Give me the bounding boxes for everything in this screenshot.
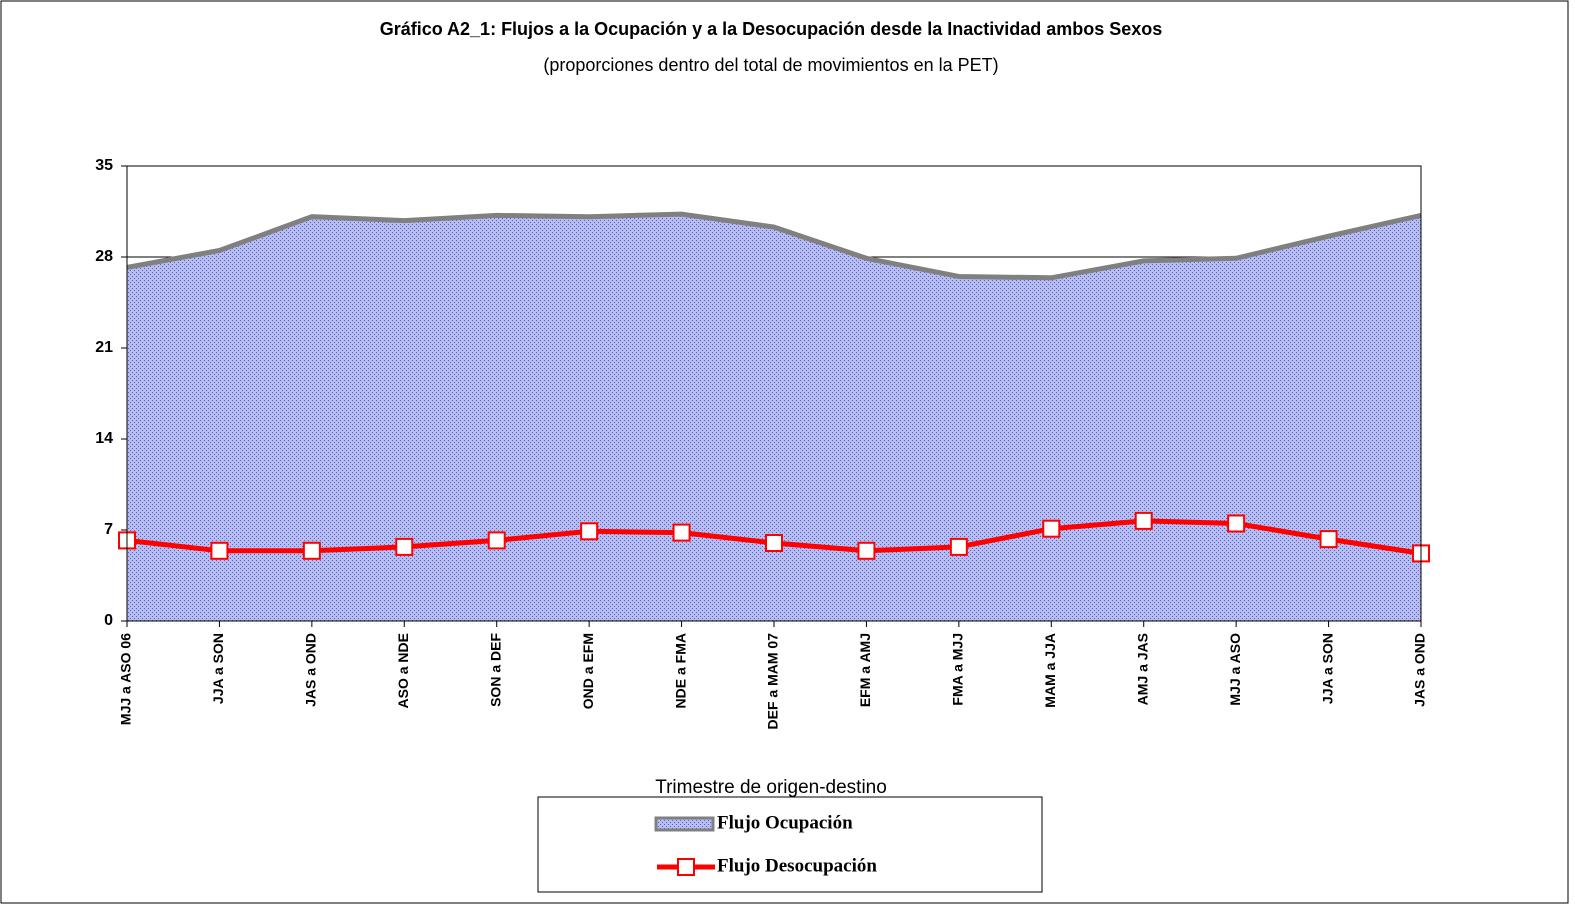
x-axis-title: Trimestre de origen-destino [655,777,887,798]
marker [857,541,876,560]
marker [302,541,321,560]
chart-title: Gráfico A2_1: Flujos a la Ocupación y a … [380,19,1163,39]
x-tick-label: OND a EFM [580,633,596,709]
x-tick-label: ASO a NDE [395,633,411,708]
marker [1227,514,1246,533]
x-tick-label: JAS a OND [303,633,319,707]
area [127,214,1421,621]
y-tick-label: 7 [104,521,113,538]
marker [672,523,691,542]
marker [395,537,414,556]
x-tick-label: FMA a MJJ [950,633,966,706]
x-tick-label: JJA a SON [1319,633,1335,704]
x-tick-label: JJA a SON [210,633,226,704]
legend-marker [677,858,695,876]
y-tick-label: 28 [95,248,113,265]
x-tick-label: EFM a AMJ [857,633,873,707]
legend-swatch [654,816,715,832]
x-tick-label: SON a DEF [487,633,503,707]
x-tick-label: DEF a MAM 07 [765,633,781,730]
marker [1319,530,1338,549]
x-tick-label: MJJ a ASO [1227,633,1243,706]
x-tick-label: MJJ a ASO 06 [118,633,134,725]
marker [1134,511,1153,530]
marker [210,541,229,560]
x-tick-label: AMJ a JAS [1134,633,1150,705]
legend-label: Flujo Desocupación [717,855,877,876]
y-tick-label: 21 [95,339,113,356]
marker [765,534,783,552]
y-tick-label: 0 [104,612,113,629]
area-outline [126,211,1422,281]
x-tick-label: MAM a JJA [1042,633,1058,708]
x-tick-label: JAS a OND [1412,633,1428,707]
y-tick-label: 35 [95,157,113,174]
marker [580,522,599,541]
y-tick-label: 14 [95,430,113,447]
marker [487,531,506,550]
marker [949,537,968,556]
x-tick-label: NDE a FMA [672,633,688,708]
marker [1042,519,1061,538]
legend-label: Flujo Ocupación [717,812,853,833]
legend [537,796,1043,893]
chart-subtitle: (proporciones dentro del total de movimi… [543,55,998,75]
